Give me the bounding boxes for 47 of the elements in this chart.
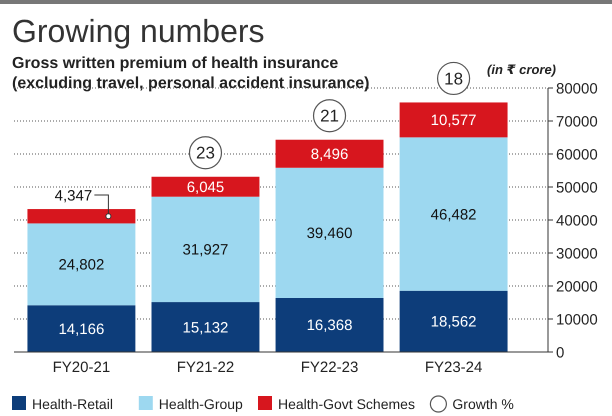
bar <box>400 102 508 138</box>
bar <box>27 305 136 352</box>
y-tick-label: 40000 <box>556 212 598 230</box>
data-label: 6,045 <box>186 178 224 196</box>
legend-label: Health-Govt Schemes <box>278 396 415 412</box>
x-tick-label: FY21-22 <box>176 359 234 376</box>
text: Growth % <box>452 396 514 412</box>
bar <box>27 223 136 306</box>
x-tick-label: FY20-21 <box>52 359 110 376</box>
data-label: 15,132 <box>182 319 228 336</box>
annotation: 23 <box>196 144 215 163</box>
y-tick-label: 50000 <box>556 179 598 196</box>
chart-title: Growing numbers <box>12 13 265 49</box>
bar <box>152 176 260 197</box>
bar <box>152 302 260 352</box>
data-label: 39,460 <box>306 225 352 242</box>
legend-label: Health-Group <box>158 396 244 412</box>
y-axis-title: (in ₹ crore) <box>487 62 556 77</box>
x-tick-label: FY23-24 <box>424 359 482 376</box>
bar <box>400 137 508 291</box>
data-label: 46,482 <box>430 206 477 224</box>
bar <box>152 196 260 302</box>
chart-subtitle: Gross written premium of health insurance (excluding travel, personal accident insurance) <box>12 55 370 92</box>
bar <box>276 140 384 168</box>
y-tick-label: 0 <box>556 344 564 362</box>
y-tick-label: 60000 <box>556 146 598 164</box>
bar <box>276 168 384 298</box>
legend-label: Health-Retail <box>32 396 113 412</box>
data-label: 18,562 <box>430 314 477 331</box>
data-label: 4,347 <box>54 187 92 204</box>
y-tick-label: 10000 <box>556 311 598 328</box>
bar <box>400 290 508 352</box>
data-label: 31,927 <box>182 242 228 259</box>
y-tick-label: 80000 <box>556 80 598 98</box>
data-label: 16,368 <box>306 317 352 334</box>
bar <box>27 209 136 224</box>
x-tick-label: FY22-23 <box>300 359 358 376</box>
data-label: 24,802 <box>58 256 104 274</box>
bar <box>276 298 384 352</box>
y-tick-label: 20000 <box>556 278 598 296</box>
y-tick-label: 30000 <box>556 245 598 262</box>
annotation: 18 <box>444 69 464 88</box>
annotation: 21 <box>320 106 339 126</box>
data-label: 10,577 <box>430 112 477 130</box>
data-label: 8,496 <box>310 146 348 163</box>
y-tick-label: 70000 <box>556 113 598 130</box>
data-label: 14,166 <box>58 320 104 338</box>
